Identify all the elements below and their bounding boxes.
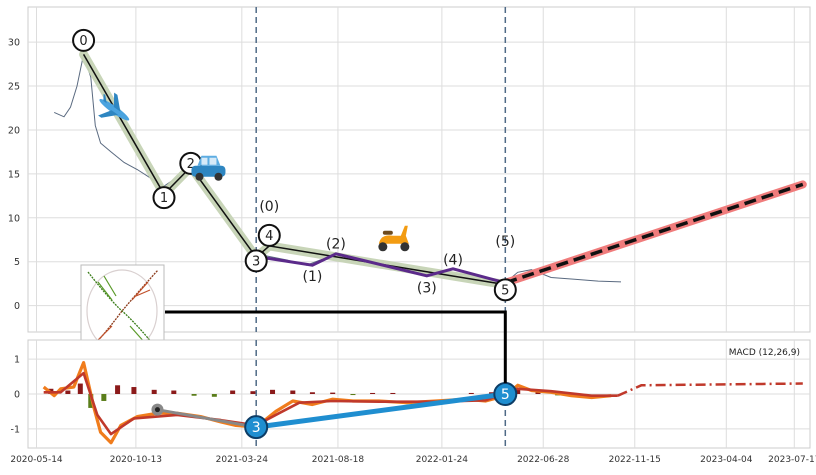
car-cabin: [197, 155, 221, 166]
airplane-icon: [98, 92, 130, 121]
car-window: [209, 157, 217, 165]
wave-label: (3): [417, 281, 437, 297]
airplane-wing: [113, 92, 121, 112]
wave-label-circle: [152, 186, 176, 210]
x-tick-label: 2023-07-17: [768, 455, 816, 465]
wave-label: (2): [326, 237, 346, 253]
macd-histogram-bar: [211, 394, 217, 397]
macd-histogram-bar: [270, 389, 276, 394]
macd-gray-marker-dot: [154, 407, 160, 413]
macd-y-tick-label: -1: [11, 424, 20, 435]
macd-histogram-bar: [250, 391, 256, 394]
car-wheel: [214, 172, 223, 181]
scooter-icon: [378, 225, 410, 252]
y-tick-label: 25: [8, 82, 20, 93]
macd-histogram-bar: [535, 391, 541, 394]
overlay-layer: [165, 310, 507, 383]
scooter-seat: [382, 230, 393, 235]
macd-histogram-bar: [489, 392, 495, 394]
thumbnail-leaves: [95, 281, 151, 343]
y-tick-label: 10: [8, 213, 20, 224]
y-tick-label: 15: [8, 169, 20, 180]
macd-forecast-line: [617, 382, 803, 397]
macd-signal-line: [43, 371, 618, 436]
x-tick-label: 2022-06-28: [517, 455, 570, 465]
y-tick-label: 5: [14, 257, 20, 268]
wave-label: (5): [495, 234, 515, 250]
car-window: [201, 157, 208, 165]
airplane-tail: [103, 93, 107, 104]
x-tick-label: 2020-10-13: [110, 455, 162, 465]
macd-divergence-line: [255, 391, 506, 430]
macd-histogram-bar: [65, 390, 71, 394]
wave-label: 0: [79, 34, 87, 49]
x-tick-label: 2022-11-15: [609, 455, 661, 465]
macd-histogram-bar: [191, 394, 197, 396]
scooter-wheel: [400, 242, 410, 252]
x-tick-label: 2021-08-18: [312, 455, 365, 465]
car-icon: [191, 155, 226, 181]
macd-histogram-bar: [171, 390, 177, 394]
wave-label: 5: [501, 283, 509, 298]
macd-y-tick-label: 0: [14, 390, 20, 401]
airplane-wing: [98, 110, 119, 118]
scooter-wheel: [378, 242, 388, 252]
inner-wave-line: [255, 252, 506, 285]
macd-histogram-bar: [390, 392, 396, 394]
car-wheel: [195, 172, 204, 181]
wave-label: (0): [259, 199, 279, 215]
macd-histogram-bar: [131, 387, 137, 394]
scooter-body: [378, 225, 409, 244]
wave-label: 1: [160, 191, 168, 206]
panel-link-connector: [165, 310, 507, 383]
wave-label-circle: [493, 278, 517, 302]
macd-histogram-bar: [230, 390, 236, 394]
wave-label: 4: [265, 229, 273, 244]
price-panel: 0 5 10 15 20 25 30 0 1 2 34 5 (0) (1)(2) (3) (4) (5): [8, 6, 811, 358]
macd-histogram-bar: [370, 392, 376, 394]
macd-histogram-bar: [115, 385, 121, 394]
macd-histogram-bar: [151, 389, 157, 394]
x-tick-label: 2020-05-14: [10, 455, 63, 465]
macd-histogram-bar: [290, 390, 296, 394]
price-plot-area: [53, 49, 807, 290]
thumbnail-branch: [87, 271, 159, 351]
macd-histogram-bar: [515, 389, 521, 394]
wave-label-circle: [72, 28, 96, 52]
forecast-dashed-line: [504, 182, 804, 285]
macd-wave-marker-label: 3: [252, 420, 261, 436]
x-tick-label: 2022-01-24: [416, 455, 469, 465]
macd-panel: 2020-05-14 2020-10-13 2021-03-24 2021-08-18…: [10, 339, 816, 465]
macd-gray-connector: [157, 408, 257, 429]
macd-histogram-bar: [350, 394, 356, 396]
wave-path-line: [82, 54, 506, 286]
wave-label: (4): [443, 252, 463, 268]
wave-label: 3: [252, 254, 260, 269]
macd-legend-label: MACD (12,26,9): [729, 348, 800, 358]
wave-label: 2: [187, 157, 195, 172]
y-tick-label: 0: [14, 301, 20, 312]
x-tick-label: 2021-03-24: [216, 455, 269, 465]
wave-label-circle: [257, 223, 281, 247]
y-tick-label: 20: [8, 125, 20, 136]
macd-histogram-bar: [101, 394, 107, 401]
wave-label: (1): [303, 269, 323, 285]
macd-histogram-bar: [330, 392, 336, 394]
x-tick-label: 2023-04-04: [700, 455, 753, 465]
airplane-fuselage: [99, 99, 130, 121]
macd-histogram-bar: [309, 392, 315, 394]
macd-histogram-bar: [77, 383, 83, 394]
y-tick-label: 30: [8, 38, 20, 49]
macd-wave-marker: [244, 415, 269, 440]
wave-label-circle: [244, 249, 268, 273]
macd-histogram-bar: [468, 392, 474, 394]
macd-wave-marker-label: 5: [501, 387, 510, 403]
macd-y-tick-label: 1: [14, 355, 20, 366]
